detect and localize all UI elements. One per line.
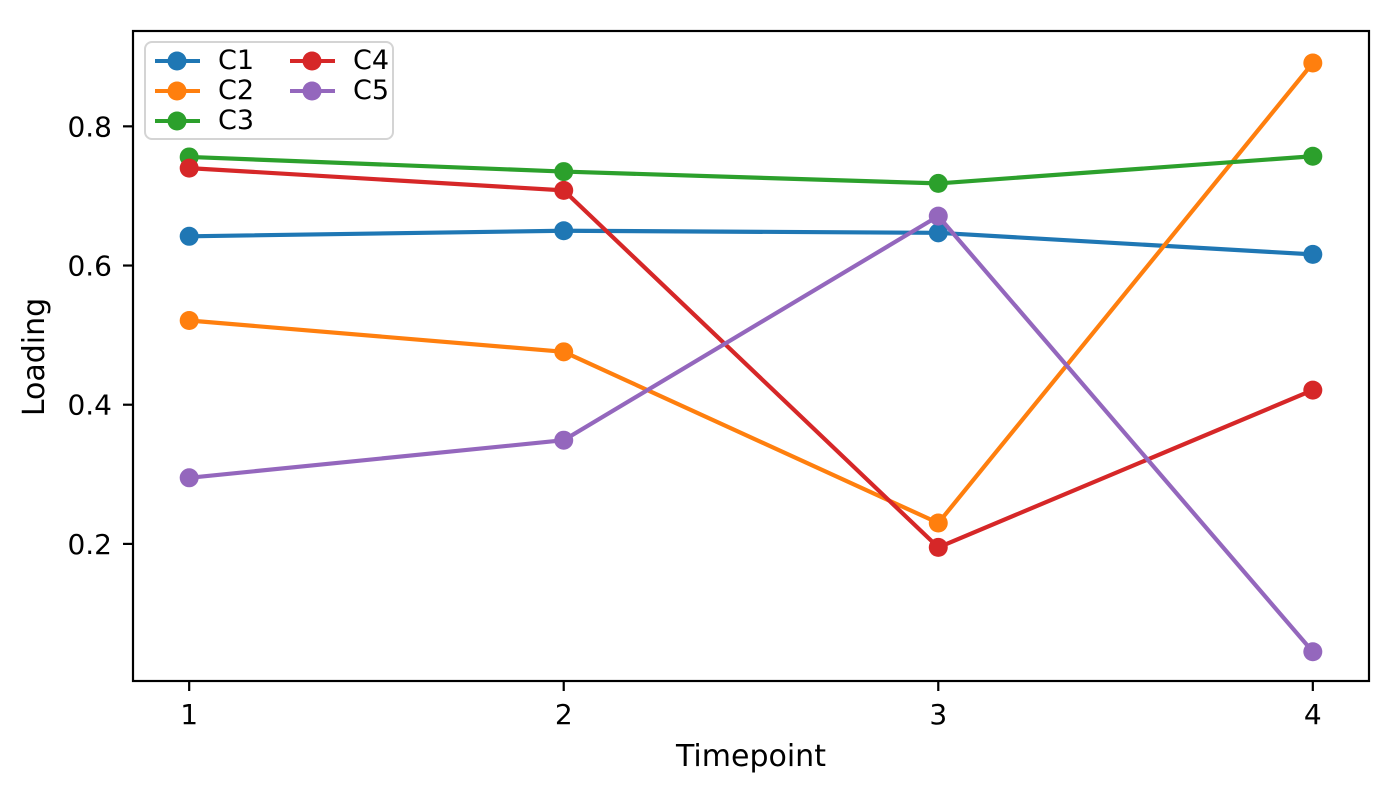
legend-label: C3	[218, 105, 255, 136]
data-point-c1-t3	[928, 223, 948, 243]
plot-area: 1 2 3 4 0.2 0.4 0.6 0.8	[67, 29, 1371, 731]
data-point-c1-t1	[179, 226, 199, 246]
data-point-c5-t4	[1303, 642, 1323, 662]
legend-item-c3: C3	[154, 106, 289, 136]
series-line-c4	[187, 165, 1315, 550]
x-tick-label: 4	[1304, 698, 1322, 731]
data-point-c4-t3	[928, 537, 948, 557]
y-tick-label: 0.6	[67, 250, 112, 283]
legend-marker-icon	[290, 51, 335, 71]
y-tick-label: 0.4	[67, 389, 112, 422]
y-tick-label: 0.8	[67, 110, 112, 143]
y-axis-label: Loading	[17, 298, 52, 416]
data-point-c3-t3	[928, 173, 948, 193]
x-tick-label: 3	[929, 698, 947, 731]
legend-label: C5	[353, 75, 390, 106]
series-line-c5	[187, 214, 1315, 654]
data-point-c5-t3	[928, 206, 948, 226]
legend-item-c5: C5	[289, 76, 389, 106]
legend-label: C1	[218, 45, 255, 76]
data-point-c2-t1	[179, 311, 199, 331]
legend-marker-icon	[155, 51, 200, 71]
legend: C1 C2 C3 C4 C5	[144, 41, 394, 140]
plot-spines	[131, 29, 1371, 683]
data-point-c5-t1	[179, 468, 199, 488]
legend-item-c4: C4	[289, 46, 389, 76]
data-point-c3-t2	[554, 162, 574, 182]
legend-item-c1: C1	[154, 46, 289, 76]
legend-marker-icon	[290, 81, 335, 101]
data-point-c2-t2	[554, 342, 574, 362]
data-point-c2-t3	[928, 513, 948, 533]
x-axis-label: Timepoint	[675, 739, 826, 774]
series-line-c2	[187, 60, 1315, 526]
x-tick-label: 2	[555, 698, 573, 731]
data-point-c5-t2	[554, 430, 574, 450]
data-point-c1-t4	[1303, 244, 1323, 264]
legend-label: C2	[218, 75, 255, 106]
x-tick-label: 1	[180, 698, 198, 731]
data-point-c4-t2	[554, 180, 574, 200]
series-line-c1	[187, 228, 1315, 257]
legend-marker-icon	[155, 111, 200, 131]
data-point-c3-t4	[1303, 146, 1323, 166]
legend-label: C4	[353, 45, 390, 76]
data-point-c4-t1	[179, 158, 199, 178]
series-line-c3	[187, 154, 1315, 186]
legend-marker-icon	[155, 81, 200, 101]
legend-item-c2: C2	[154, 76, 289, 106]
data-point-c4-t4	[1303, 380, 1323, 400]
data-point-c1-t2	[554, 221, 574, 241]
data-point-c2-t4	[1303, 53, 1323, 73]
y-tick-label: 0.2	[67, 528, 112, 561]
